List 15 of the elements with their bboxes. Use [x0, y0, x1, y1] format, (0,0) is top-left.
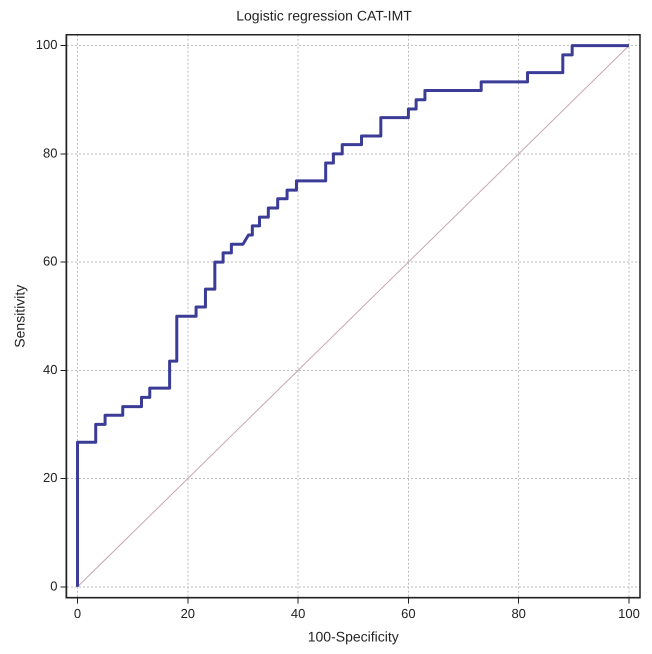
y-tick-label: 80 [43, 145, 58, 160]
y-axis-title: Sensitivity [11, 284, 28, 348]
x-axis-title: 100-Specificity [308, 628, 399, 644]
x-tick-label: 0 [74, 606, 82, 621]
y-tick-label: 0 [50, 578, 58, 594]
x-tick-label: 20 [180, 606, 196, 621]
y-tick-label: 40 [43, 362, 58, 377]
chart-title: Logistic regression CAT-IMT [236, 7, 412, 24]
x-tick-label: 80 [511, 606, 526, 621]
x-tick-label: 60 [401, 606, 416, 621]
x-tick-label: 40 [290, 606, 306, 621]
y-tick-label: 100 [36, 37, 58, 52]
y-tick-label: 60 [43, 254, 58, 269]
y-tick-label: 20 [43, 470, 58, 486]
x-tick-label: 100 [618, 606, 640, 621]
